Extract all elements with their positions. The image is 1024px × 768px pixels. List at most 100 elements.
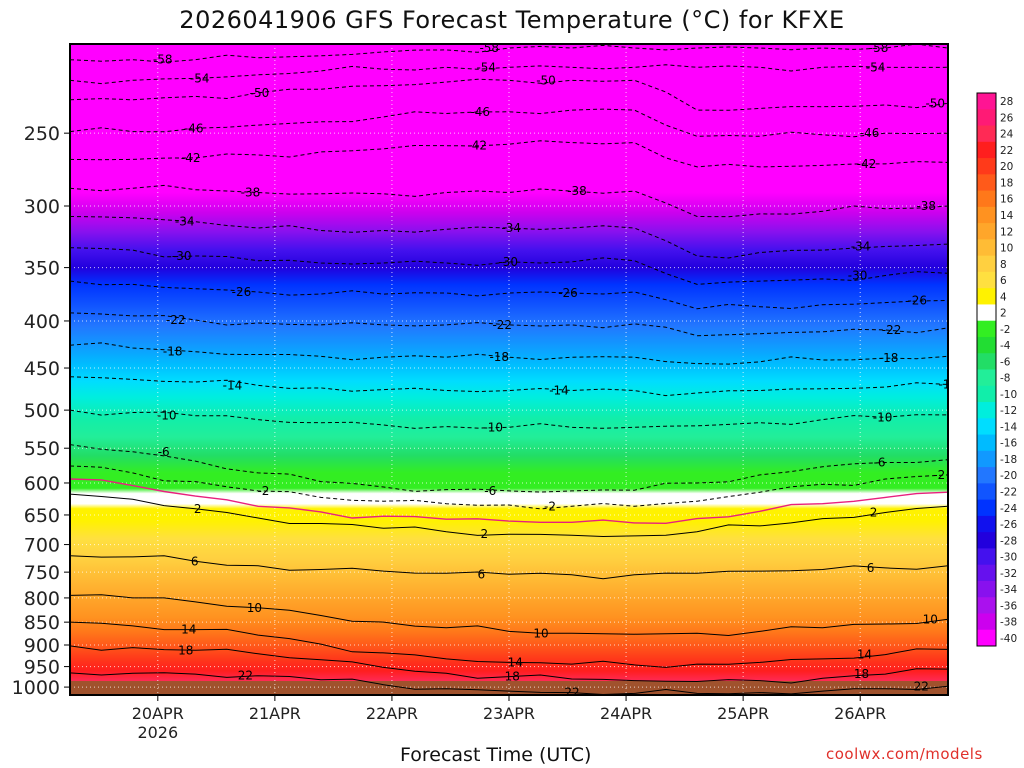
temperature-field [70,44,948,695]
isotherm-line [70,108,948,138]
colorbar-label: -16 [1000,438,1017,450]
isotherm-line [70,140,948,168]
isotherm-label: -6 [874,455,886,469]
isotherm-label: -30 [172,249,192,263]
colorbar-swatch [977,158,996,175]
colorbar-label: -12 [1000,405,1017,417]
colorbar-swatch [977,174,996,192]
isotherm-label: 22 [914,679,929,693]
isotherm-line [70,409,948,429]
colorbar-swatch [977,580,996,598]
y-tick-label: 650 [24,505,60,527]
colorbar-swatch [977,548,996,566]
isotherm-line [70,672,948,695]
x-tick-label: 23APR [483,704,535,723]
isotherm-label: -34 [501,221,521,235]
y-tick-label: 900 [24,635,60,657]
y-tick-label: 750 [24,562,60,584]
isotherm-label: -38 [916,199,936,213]
colorbar-label: 2 [1000,308,1007,320]
credit-text: coolwx.com/models [826,745,983,763]
isotherm-label: -2 [933,468,945,482]
isotherm-label: -38 [241,185,261,199]
colorbar-swatch [977,336,996,354]
isotherm-label: -14 [549,383,569,397]
colorbar-label: -8 [1000,373,1010,385]
isotherm-label: -54 [476,60,496,74]
colorbar-label: -38 [1000,617,1017,629]
isotherm-label: 14 [508,655,523,669]
isotherm-line [70,342,948,365]
colorbar-swatch [977,320,996,338]
isotherm-label: 10 [247,601,262,615]
isotherm-line [70,621,948,668]
isotherm-label: -58 [153,53,173,67]
colorbar-label: -24 [1000,503,1017,515]
isotherm-label: -30 [848,269,868,283]
isotherm-label: -58 [869,41,889,55]
isotherm-label: 10 [923,612,938,626]
colorbar-swatch [977,239,996,257]
y-tick-label: 850 [24,612,60,634]
x-tick-label: 26APR [834,704,886,723]
colorbar-swatch [977,93,996,110]
isotherm-label: -54 [190,71,210,85]
colorbar-label: -6 [1000,356,1011,368]
colorbar-swatch [977,564,996,582]
x-tick-label: 20APR [132,704,184,723]
colorbar-swatch [977,304,996,322]
colorbar-swatch [977,402,996,419]
isotherm-label: 6 [191,554,199,568]
colorbar-label: -22 [1000,486,1017,498]
isotherm-label: -26 [232,285,252,299]
isotherm-label: -10 [483,420,503,434]
x-tick-sublabel: 2026 [137,723,178,742]
y-tick-label: 1000 [12,677,60,699]
colorbar-swatch [977,255,996,273]
isotherm-label: -50 [250,86,270,100]
isotherm-label: 22 [238,669,253,683]
grid-lines [70,44,948,695]
isotherm-label: 6 [867,561,875,575]
isotherm-line [70,594,948,637]
isotherm-label: -34 [851,240,871,254]
isotherm-label: -46 [860,126,880,140]
colorbar-label: 8 [1000,259,1007,271]
colorbar-swatch [977,206,996,224]
colorbar-label: 18 [1000,177,1013,189]
colorbar-legend: 28 26 24 22 20 18 16 14 12 10 8 6 4 2 -2 -4 -6 -8 -10 -12 -1… [976,92,1017,647]
isotherm-label: 2 [870,505,878,519]
chart-title: 2026041906 GFS Forecast Temperature (°C)… [179,6,845,34]
colorbar-swatch [977,125,996,143]
isotherm-label: -26 [558,286,578,300]
isotherm-label: -14 [223,378,243,392]
isotherm-line [70,280,948,310]
isotherm-label: -18 [489,350,509,364]
colorbar-label: -14 [1000,421,1017,433]
colorbar-label: -4 [1000,340,1011,352]
isotherm-line [70,444,948,493]
isotherm-label: 6 [477,567,485,581]
colorbar-label: -2 [1000,324,1010,336]
colorbar-swatch [977,434,996,452]
y-tick-label: 550 [24,438,60,460]
colorbar-frame [976,92,997,647]
y-tick-label: 250 [24,123,60,145]
isotherm-label: -50 [536,73,556,87]
isotherm-label: -2 [257,484,269,498]
isotherm-label: -34 [175,215,195,229]
colorbar-swatch [977,190,996,208]
colorbar-swatch [977,271,996,289]
colorbar-label: 26 [1000,112,1014,124]
isotherm-label: -2 [544,499,556,513]
isotherm-line [70,184,948,218]
colorbar-label: 14 [1000,210,1014,222]
isotherm-label: -42 [181,151,201,165]
y-tick-label: 800 [24,588,60,610]
isotherm-line [70,465,948,510]
y-axis-ticks: 2503003504004505005506006507007508008509… [12,123,70,699]
colorbar-label: -28 [1000,535,1017,547]
isotherm-label: -42 [467,139,487,153]
y-tick-label: 300 [24,196,60,218]
colorbar-label: -20 [1000,470,1017,482]
